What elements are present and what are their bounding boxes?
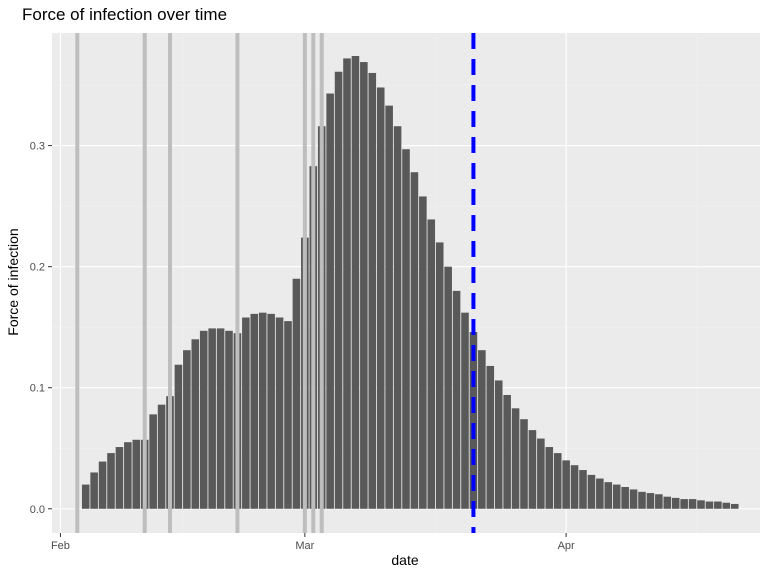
bar [149, 414, 157, 509]
x-tick-label: Mar [295, 540, 314, 552]
bar [368, 72, 377, 509]
y-tick-label: 0.1 [30, 383, 45, 395]
bar [646, 493, 655, 509]
bar [688, 499, 697, 509]
bar [697, 500, 705, 509]
y-tick-label: 0.3 [30, 141, 45, 153]
y-tick-label: 0.0 [30, 504, 45, 516]
y-axis-title: Force of infection [5, 228, 21, 335]
bar [562, 460, 570, 509]
bar [528, 430, 537, 509]
bar [553, 453, 562, 509]
bar [478, 350, 486, 509]
bar [216, 328, 225, 509]
bar [469, 332, 478, 509]
x-axis-title: date [391, 552, 418, 568]
bar [183, 350, 191, 509]
bar [461, 312, 469, 509]
bar [604, 482, 613, 509]
bar [191, 339, 200, 509]
bar [174, 364, 183, 509]
bar [124, 442, 132, 509]
bar [494, 380, 503, 509]
bar [612, 484, 621, 509]
bar [638, 491, 646, 509]
bar [402, 149, 410, 509]
bar [629, 489, 638, 509]
bar [570, 465, 579, 509]
bar [705, 501, 714, 509]
bar [537, 438, 545, 509]
bar [655, 494, 663, 509]
bar [393, 126, 402, 509]
bar [81, 484, 90, 509]
bar [376, 87, 385, 509]
bar [225, 330, 233, 509]
bar [722, 502, 731, 509]
x-tick-label: Feb [51, 540, 70, 552]
bar [351, 56, 360, 509]
bar [545, 447, 554, 509]
bar [208, 328, 216, 509]
bar [427, 219, 436, 509]
bar [596, 478, 604, 509]
bar [579, 470, 587, 509]
bar [326, 93, 334, 509]
bar [258, 312, 267, 509]
bar [98, 461, 107, 509]
bar [334, 71, 343, 509]
x-axis: Feb Mar Apr [51, 533, 575, 552]
bar [385, 105, 393, 509]
bar [267, 313, 275, 509]
bar [587, 474, 596, 509]
bar [419, 196, 427, 509]
bar [435, 242, 444, 509]
bar [343, 58, 351, 509]
bar [714, 501, 722, 509]
bar [292, 278, 301, 509]
bar [621, 486, 629, 509]
bar [503, 394, 511, 509]
bar [663, 496, 672, 509]
x-tick-label: Apr [558, 540, 575, 552]
bar [511, 408, 520, 509]
event-lines [75, 33, 324, 533]
bar [107, 453, 115, 509]
y-tick-label: 0.2 [30, 262, 45, 274]
bar [680, 499, 688, 509]
bar [115, 447, 124, 509]
bar [132, 439, 141, 509]
y-axis: 0.0 0.1 0.2 0.3 [30, 141, 52, 516]
bar [275, 317, 284, 509]
bar [444, 266, 452, 509]
bar [360, 62, 368, 509]
bar [486, 365, 495, 509]
bar [671, 497, 680, 509]
bar [520, 419, 528, 509]
bar [157, 404, 166, 509]
bar [242, 317, 250, 509]
bar [410, 172, 419, 509]
bar [90, 472, 98, 509]
bar [452, 290, 461, 509]
bar [199, 330, 208, 509]
bar [250, 313, 259, 509]
bar [284, 321, 292, 509]
chart-title: Force of infection over time [22, 5, 227, 24]
bar [730, 503, 739, 509]
